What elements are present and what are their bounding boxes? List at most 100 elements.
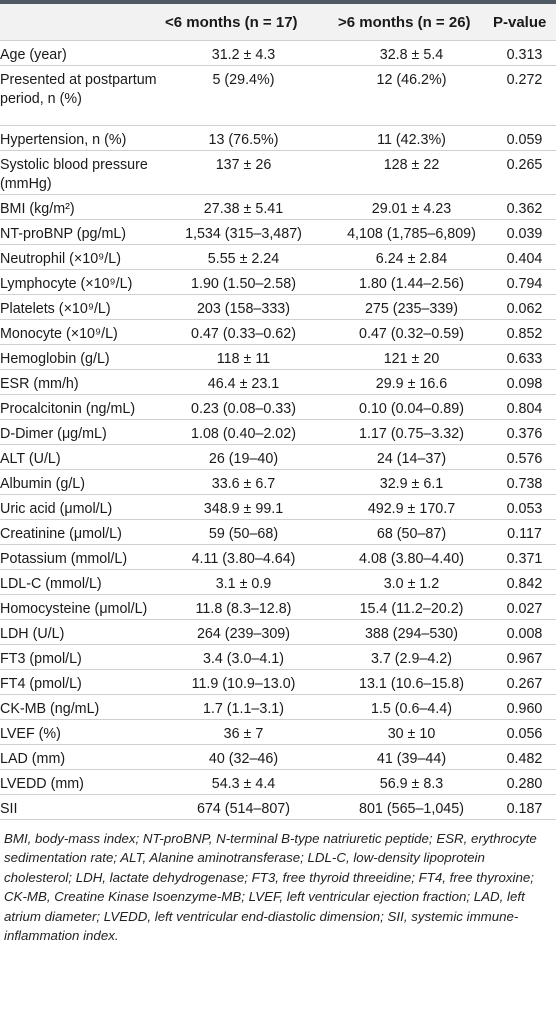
row-label: LDH (U/L) xyxy=(0,619,157,645)
table-row: Presented at postpartum period, n (%) 5 (… xyxy=(0,65,556,126)
table-row: Hypertension, n (%) 13 (76.5%) 11 (42.3%) 0… xyxy=(0,125,556,151)
p-value: 0.404 xyxy=(493,244,556,270)
value-under-6-months: 348.9 ± 99.1 xyxy=(157,494,330,520)
table-header: <6 months (n = 17) >6 months (n = 26) P-… xyxy=(0,4,556,41)
value-under-6-months: 5 (29.4%) xyxy=(157,65,330,126)
value-under-6-months: 203 (158–333) xyxy=(157,294,330,320)
value-over-6-months: 30 ± 10 xyxy=(330,719,493,745)
value-over-6-months: 24 (14–37) xyxy=(330,444,493,470)
row-label: Age (year) xyxy=(0,41,157,66)
value-under-6-months: 31.2 ± 4.3 xyxy=(157,41,330,66)
value-over-6-months: 3.0 ± 1.2 xyxy=(330,569,493,595)
p-value: 0.053 xyxy=(493,494,556,520)
row-label: Hemoglobin (g/L) xyxy=(0,344,157,370)
table-row: Uric acid (μmol/L) 348.9 ± 99.1 492.9 ± 17… xyxy=(0,494,556,520)
p-value: 0.027 xyxy=(493,594,556,620)
p-value: 0.059 xyxy=(493,125,556,151)
value-under-6-months: 0.47 (0.33–0.62) xyxy=(157,319,330,345)
p-value: 0.842 xyxy=(493,569,556,595)
p-value: 0.062 xyxy=(493,294,556,320)
p-value: 0.117 xyxy=(493,519,556,545)
table-row: FT3 (pmol/L) 3.4 (3.0–4.1) 3.7 (2.9–4.2) 0.… xyxy=(0,644,556,670)
table-row: Lymphocyte (×10⁹/L) 1.90 (1.50–2.58) 1.80 … xyxy=(0,269,556,295)
table-top-rule xyxy=(0,0,556,4)
p-value: 0.265 xyxy=(493,150,556,195)
p-value: 0.272 xyxy=(493,65,556,126)
table-row: ESR (mm/h) 46.4 ± 23.1 29.9 ± 16.6 0.098 xyxy=(0,369,556,395)
p-value: 0.738 xyxy=(493,469,556,495)
table-row: SII 674 (514–807) 801 (565–1,045) 0.187 xyxy=(0,794,556,820)
row-label: BMI (kg/m²) xyxy=(0,194,157,220)
value-over-6-months: 41 (39–44) xyxy=(330,744,493,770)
value-under-6-months: 40 (32–46) xyxy=(157,744,330,770)
value-under-6-months: 5.55 ± 2.24 xyxy=(157,244,330,270)
value-under-6-months: 3.4 (3.0–4.1) xyxy=(157,644,330,670)
value-over-6-months: 12 (46.2%) xyxy=(330,65,493,126)
row-label: Systolic blood pressure (mmHg) xyxy=(0,150,157,195)
value-over-6-months: 0.47 (0.32–0.59) xyxy=(330,319,493,345)
value-over-6-months: 128 ± 22 xyxy=(330,150,493,195)
p-value: 0.187 xyxy=(493,794,556,820)
value-under-6-months: 0.23 (0.08–0.33) xyxy=(157,394,330,420)
value-over-6-months: 32.9 ± 6.1 xyxy=(330,469,493,495)
table-row: Homocysteine (μmol/L) 11.8 (8.3–12.8) 15.4… xyxy=(0,594,556,620)
table-footnote: BMI, body-mass index; NT-proBNP, N-termi… xyxy=(4,831,537,944)
table-row: CK-MB (ng/mL) 1.7 (1.1–3.1) 1.5 (0.6–4.4) 0… xyxy=(0,694,556,720)
p-value: 0.794 xyxy=(493,269,556,295)
row-label: Uric acid (μmol/L) xyxy=(0,494,157,520)
value-under-6-months: 33.6 ± 6.7 xyxy=(157,469,330,495)
table-row: Albumin (g/L) 33.6 ± 6.7 32.9 ± 6.1 0.738 xyxy=(0,469,556,495)
row-label: ESR (mm/h) xyxy=(0,369,157,395)
row-label: Monocyte (×10⁹/L) xyxy=(0,319,157,345)
row-label: LVEF (%) xyxy=(0,719,157,745)
data-table: Age (year) 31.2 ± 4.3 32.8 ± 5.4 0.313 Prese… xyxy=(0,41,556,820)
value-over-6-months: 11 (42.3%) xyxy=(330,125,493,151)
row-label: Neutrophil (×10⁹/L) xyxy=(0,244,157,270)
value-under-6-months: 13 (76.5%) xyxy=(157,125,330,151)
row-label: SII xyxy=(0,794,157,820)
table-row: ALT (U/L) 26 (19–40) 24 (14–37) 0.576 xyxy=(0,444,556,470)
value-over-6-months: 388 (294–530) xyxy=(330,619,493,645)
value-over-6-months: 32.8 ± 5.4 xyxy=(330,41,493,66)
table-row: LVEF (%) 36 ± 7 30 ± 10 0.056 xyxy=(0,719,556,745)
table-row: Hemoglobin (g/L) 118 ± 11 121 ± 20 0.633 xyxy=(0,344,556,370)
p-value: 0.482 xyxy=(493,744,556,770)
value-over-6-months: 0.10 (0.04–0.89) xyxy=(330,394,493,420)
value-under-6-months: 1.90 (1.50–2.58) xyxy=(157,269,330,295)
table-row: NT-proBNP (pg/mL) 1,534 (315–3,487) 4,108 … xyxy=(0,219,556,245)
row-label: Lymphocyte (×10⁹/L) xyxy=(0,269,157,295)
table-row: Potassium (mmol/L) 4.11 (3.80–4.64) 4.08 (… xyxy=(0,544,556,570)
value-over-6-months: 29.9 ± 16.6 xyxy=(330,369,493,395)
value-under-6-months: 118 ± 11 xyxy=(157,344,330,370)
row-label: LVEDD (mm) xyxy=(0,769,157,795)
row-label: NT-proBNP (pg/mL) xyxy=(0,219,157,245)
table-row: Platelets (×10⁹/L) 203 (158–333) 275 (235–… xyxy=(0,294,556,320)
value-over-6-months: 3.7 (2.9–4.2) xyxy=(330,644,493,670)
value-over-6-months: 275 (235–339) xyxy=(330,294,493,320)
p-value: 0.960 xyxy=(493,694,556,720)
value-under-6-months: 3.1 ± 0.9 xyxy=(157,569,330,595)
value-over-6-months: 1.5 (0.6–4.4) xyxy=(330,694,493,720)
value-over-6-months: 68 (50–87) xyxy=(330,519,493,545)
value-over-6-months: 56.9 ± 8.3 xyxy=(330,769,493,795)
header-col-p-value: P-value xyxy=(493,14,547,31)
table-row: Monocyte (×10⁹/L) 0.47 (0.33–0.62) 0.47 (0… xyxy=(0,319,556,345)
table-row: Systolic blood pressure (mmHg) 137 ± 26 12… xyxy=(0,150,556,195)
table-body: Age (year) 31.2 ± 4.3 32.8 ± 5.4 0.313 Prese… xyxy=(0,41,556,820)
value-under-6-months: 59 (50–68) xyxy=(157,519,330,545)
p-value: 0.280 xyxy=(493,769,556,795)
value-under-6-months: 27.38 ± 5.41 xyxy=(157,194,330,220)
row-label: FT3 (pmol/L) xyxy=(0,644,157,670)
row-label: LAD (mm) xyxy=(0,744,157,770)
p-value: 0.633 xyxy=(493,344,556,370)
p-value: 0.039 xyxy=(493,219,556,245)
p-value: 0.098 xyxy=(493,369,556,395)
p-value: 0.852 xyxy=(493,319,556,345)
row-label: D-Dimer (μg/mL) xyxy=(0,419,157,445)
header-col-over-6-months: >6 months (n = 26) xyxy=(338,14,471,31)
value-over-6-months: 801 (565–1,045) xyxy=(330,794,493,820)
value-over-6-months: 13.1 (10.6–15.8) xyxy=(330,669,493,695)
value-over-6-months: 1.17 (0.75–3.32) xyxy=(330,419,493,445)
row-label: CK-MB (ng/mL) xyxy=(0,694,157,720)
